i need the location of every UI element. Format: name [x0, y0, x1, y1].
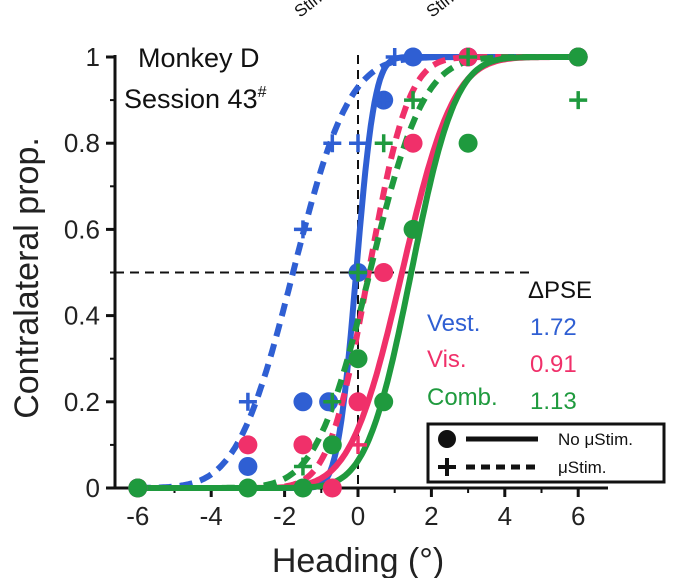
- y-tick-label: 0.2: [64, 387, 100, 417]
- clipped-top-text-1: Stim: [291, 0, 329, 21]
- legend-label-no-stim: No μStim.: [558, 430, 633, 449]
- x-tick-label: -2: [273, 501, 296, 531]
- x-axis-title: Heading (°): [272, 542, 444, 578]
- fit-curve-vest-stim: [137, 54, 579, 491]
- ticks-layer: -6 -4 -2 0 2 4 6 0 0.2 0.4 0.6 0.8 1: [64, 42, 586, 531]
- dpse-label-vis: Vis.: [427, 346, 467, 373]
- annotation-line-1: Monkey D: [138, 43, 260, 73]
- point-vest-no-stim: [293, 392, 313, 412]
- point-comb-stim: [404, 91, 423, 110]
- point-comb-no-stim: [348, 349, 368, 369]
- dpse-value-comb: 1.13: [530, 388, 577, 415]
- point-vest-no-stim: [238, 456, 258, 476]
- fit-curve-comb-stim: [137, 54, 579, 491]
- point-comb-no-stim: [293, 478, 313, 498]
- legend: No μStim. μStim.: [426, 422, 666, 484]
- point-vest-stim: [349, 134, 367, 153]
- annotation-session: Session 43: [124, 84, 258, 114]
- x-tick-label: 4: [498, 501, 512, 531]
- legend-circle-marker: [438, 430, 456, 448]
- x-tick-label: 6: [571, 501, 585, 531]
- point-vest-no-stim: [403, 47, 423, 67]
- legend-label-stim: μStim.: [558, 458, 607, 477]
- point-vis-stim: [349, 435, 367, 454]
- dpse-label-comb: Comb.: [427, 384, 498, 411]
- dpse-label-vest: Vest.: [427, 310, 480, 337]
- dpse-value-vest: 1.72: [530, 314, 577, 341]
- x-tick-label: 2: [424, 501, 438, 531]
- point-comb-stim: [238, 479, 257, 497]
- point-comb-stim: [128, 479, 147, 497]
- point-comb-stim: [374, 134, 393, 153]
- point-comb-stim: [293, 457, 312, 476]
- legend-box: [426, 422, 666, 484]
- point-comb-no-stim: [374, 392, 394, 412]
- point-comb-no-stim: [322, 435, 342, 455]
- y-tick-label: 0.8: [64, 128, 100, 158]
- point-vest-stim: [323, 134, 342, 153]
- clipped-top-text-2: Stim: [423, 0, 461, 21]
- point-vest-stim: [385, 48, 404, 66]
- point-vest-stim: [238, 392, 257, 411]
- annotation-mark: #: [258, 84, 267, 101]
- x-tick-label: -6: [126, 501, 149, 531]
- point-comb-stim: [349, 263, 367, 282]
- point-comb-no-stim: [403, 219, 423, 239]
- x-tick-label: -4: [200, 501, 223, 531]
- delta-pse-header: ΔPSE: [528, 277, 592, 304]
- point-comb-no-stim: [568, 47, 588, 67]
- point-vis-stim: [374, 263, 393, 282]
- point-comb-stim: [569, 91, 588, 110]
- point-vis-no-stim: [238, 435, 258, 455]
- y-tick-label: 0.4: [64, 301, 100, 331]
- point-vis-no-stim: [322, 478, 342, 498]
- fit-curves: [137, 54, 579, 491]
- legend-plus-marker: [438, 458, 456, 476]
- y-axis-title: Contralateral prop.: [8, 137, 46, 419]
- y-tick-label: 1: [86, 42, 100, 72]
- y-tick-label: 0: [86, 473, 100, 503]
- point-vis-no-stim: [348, 392, 368, 412]
- x-tick-label: 0: [351, 501, 365, 531]
- point-vis-stim: [293, 435, 312, 454]
- point-comb-stim: [459, 48, 478, 66]
- dpse-value-vis: 0.91: [530, 351, 577, 378]
- point-comb-stim: [323, 392, 342, 411]
- point-vest-stim: [374, 91, 393, 110]
- y-tick-label: 0.6: [64, 214, 100, 244]
- point-vest-stim: [293, 220, 312, 239]
- point-vis-stim: [404, 134, 423, 153]
- annotation-line-2: Session 43#: [124, 84, 267, 114]
- data-points: [128, 47, 588, 498]
- point-comb-no-stim: [458, 133, 478, 153]
